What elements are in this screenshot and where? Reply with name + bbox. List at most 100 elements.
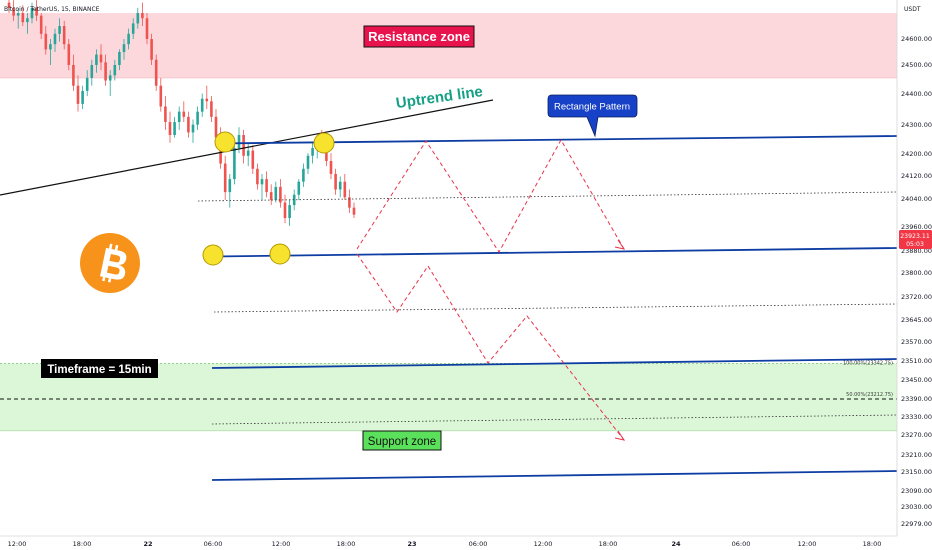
timeframe-label[interactable]: Timeframe = 15min	[41, 359, 158, 378]
candle[interactable]	[67, 39, 71, 71]
candle[interactable]	[131, 18, 135, 39]
uptrend-line[interactable]	[0, 99, 494, 196]
candle[interactable]	[30, 2, 34, 24]
resistance-zone-label[interactable]: Resistance zone	[363, 25, 475, 48]
candle[interactable]	[302, 163, 305, 187]
candle[interactable]	[150, 33, 153, 65]
candle[interactable]	[99, 44, 103, 71]
candle[interactable]	[251, 145, 255, 174]
candle[interactable]	[329, 153, 333, 180]
candle[interactable]	[246, 142, 250, 167]
rectangle-pattern-callout[interactable]: Rectangle Pattern	[547, 94, 638, 138]
candle[interactable]	[108, 70, 112, 97]
candle[interactable]	[338, 176, 342, 198]
price-axis[interactable]: 24600.00 24500.00 24400.00 24300.00 24200.00…	[896, 0, 932, 550]
projection-path-lower[interactable]	[356, 253, 625, 441]
time-tick-label: 06:00	[469, 540, 488, 548]
projection-path-upper[interactable]	[356, 138, 625, 253]
candle[interactable]	[49, 39, 52, 65]
candle[interactable]	[154, 54, 158, 91]
candle[interactable]	[39, 13, 43, 39]
candle[interactable]	[279, 179, 282, 208]
candle-body	[334, 173, 337, 190]
candle[interactable]	[306, 153, 310, 174]
candle[interactable]	[141, 2, 144, 27]
candle[interactable]	[76, 75, 80, 112]
candle[interactable]	[265, 171, 268, 198]
candle[interactable]	[348, 189, 351, 213]
candle[interactable]	[297, 179, 301, 200]
candle-body	[53, 33, 57, 45]
time-tick-label: 18:00	[599, 540, 618, 548]
candle-body	[348, 197, 351, 208]
candle[interactable]	[242, 129, 245, 164]
candle[interactable]	[173, 116, 176, 138]
time-axis[interactable]: 12:00 18:00 22 06:00 12:00 18:00 23 06:00 12:00 1…	[0, 535, 932, 550]
candle[interactable]	[58, 18, 61, 42]
candle[interactable]	[113, 59, 117, 81]
candle[interactable]	[104, 54, 107, 86]
target-line-2[interactable]	[211, 470, 898, 481]
candle[interactable]	[81, 85, 84, 110]
candle[interactable]	[16, 7, 20, 29]
target-line-1[interactable]	[211, 358, 898, 369]
touch-point-marker[interactable]	[313, 132, 335, 154]
candle[interactable]	[292, 189, 296, 211]
touch-point-marker[interactable]	[214, 131, 236, 153]
candle[interactable]	[145, 13, 149, 45]
candle[interactable]	[334, 168, 337, 195]
candle[interactable]	[187, 111, 190, 138]
candle[interactable]	[72, 54, 75, 91]
candle[interactable]	[122, 39, 126, 60]
candle[interactable]	[136, 7, 140, 29]
candle[interactable]	[12, 0, 15, 21]
candle[interactable]	[223, 155, 227, 200]
candle[interactable]	[352, 202, 356, 219]
candle[interactable]	[288, 199, 291, 226]
candle[interactable]	[205, 85, 209, 110]
candle[interactable]	[62, 20, 66, 50]
candle-body	[352, 207, 356, 215]
candle[interactable]	[21, 5, 25, 27]
candle[interactable]	[90, 59, 94, 86]
candle[interactable]	[85, 70, 89, 97]
candle-body	[242, 135, 245, 156]
candle[interactable]	[44, 26, 48, 55]
candle[interactable]	[95, 49, 98, 73]
candle[interactable]	[200, 93, 204, 117]
candle[interactable]	[159, 77, 163, 112]
candle[interactable]	[7, 0, 11, 14]
candle[interactable]	[233, 142, 236, 185]
candle[interactable]	[53, 28, 57, 52]
candle[interactable]	[343, 173, 347, 200]
candle[interactable]	[228, 173, 232, 208]
candle[interactable]	[191, 119, 195, 143]
candle[interactable]	[274, 181, 278, 203]
candle[interactable]	[177, 106, 181, 130]
candle-body	[205, 98, 209, 102]
candle[interactable]	[118, 49, 121, 71]
candles-layer[interactable]	[7, 0, 356, 226]
candle[interactable]	[168, 111, 172, 143]
candle-body	[118, 51, 121, 65]
candle[interactable]	[256, 163, 259, 190]
candle-body	[164, 106, 167, 123]
candle[interactable]	[182, 101, 186, 123]
price-tick-label: 23510.00	[901, 357, 932, 365]
candle[interactable]	[260, 173, 264, 200]
candle[interactable]	[210, 96, 213, 123]
candle[interactable]	[127, 28, 130, 50]
touch-point-marker[interactable]	[202, 244, 224, 266]
support-zone-label[interactable]: Support zone	[362, 430, 442, 451]
candle[interactable]	[283, 194, 287, 224]
candle[interactable]	[196, 106, 199, 130]
rectangle-bottom-line[interactable]	[213, 247, 898, 258]
touch-point-marker[interactable]	[269, 243, 291, 265]
candle[interactable]	[35, 0, 38, 21]
candle[interactable]	[164, 96, 167, 130]
candle[interactable]	[26, 13, 29, 34]
candle[interactable]	[269, 184, 273, 206]
candle[interactable]	[311, 142, 314, 164]
